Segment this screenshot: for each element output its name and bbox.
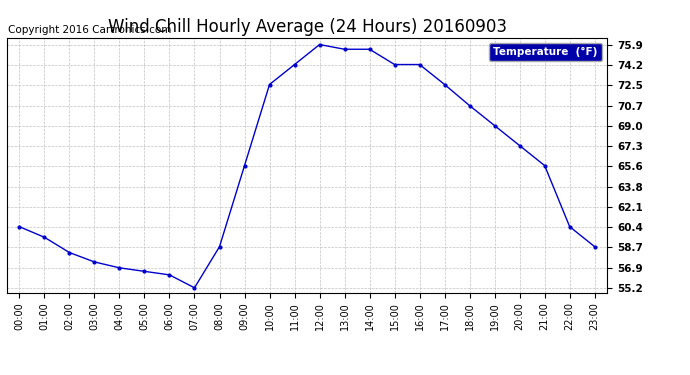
Text: Copyright 2016 Cartronics.com: Copyright 2016 Cartronics.com <box>8 25 172 35</box>
Legend: Temperature  (°F): Temperature (°F) <box>489 43 602 61</box>
Title: Wind Chill Hourly Average (24 Hours) 20160903: Wind Chill Hourly Average (24 Hours) 201… <box>108 18 506 36</box>
